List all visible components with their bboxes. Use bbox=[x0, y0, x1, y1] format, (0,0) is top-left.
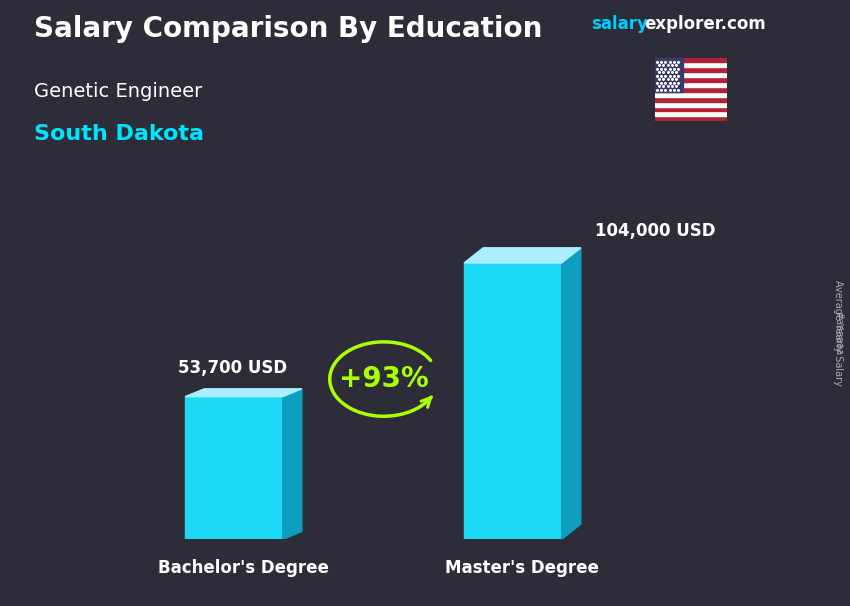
Polygon shape bbox=[185, 389, 302, 397]
Bar bbox=[654, 87, 727, 92]
Bar bbox=[654, 67, 727, 72]
Text: explorer.com: explorer.com bbox=[644, 15, 766, 33]
Bar bbox=[654, 116, 727, 121]
Bar bbox=[185, 397, 283, 539]
Polygon shape bbox=[562, 248, 581, 539]
Bar bbox=[654, 77, 727, 82]
Polygon shape bbox=[464, 248, 581, 263]
Text: #aaaaaa: #aaaaaa bbox=[833, 311, 843, 355]
Bar bbox=[654, 102, 727, 107]
Bar bbox=[654, 92, 727, 97]
Bar bbox=[654, 97, 727, 102]
Text: Genetic Engineer: Genetic Engineer bbox=[34, 82, 202, 101]
Bar bbox=[654, 107, 727, 112]
Text: 53,700 USD: 53,700 USD bbox=[178, 359, 287, 377]
Text: Salary Comparison By Education: Salary Comparison By Education bbox=[34, 15, 542, 43]
Text: 104,000 USD: 104,000 USD bbox=[595, 222, 716, 240]
Text: Master's Degree: Master's Degree bbox=[445, 559, 599, 578]
Bar bbox=[654, 62, 727, 67]
Text: +93%: +93% bbox=[339, 365, 428, 393]
Bar bbox=[654, 58, 727, 62]
Bar bbox=[654, 58, 683, 92]
Bar bbox=[654, 72, 727, 77]
Text: salary: salary bbox=[591, 15, 648, 33]
Bar bbox=[654, 112, 727, 116]
Polygon shape bbox=[283, 389, 302, 539]
Text: Bachelor's Degree: Bachelor's Degree bbox=[158, 559, 329, 578]
Bar bbox=[464, 263, 562, 539]
Text: Average Yearly Salary: Average Yearly Salary bbox=[833, 281, 843, 386]
Text: South Dakota: South Dakota bbox=[34, 124, 204, 144]
Bar bbox=[654, 82, 727, 87]
